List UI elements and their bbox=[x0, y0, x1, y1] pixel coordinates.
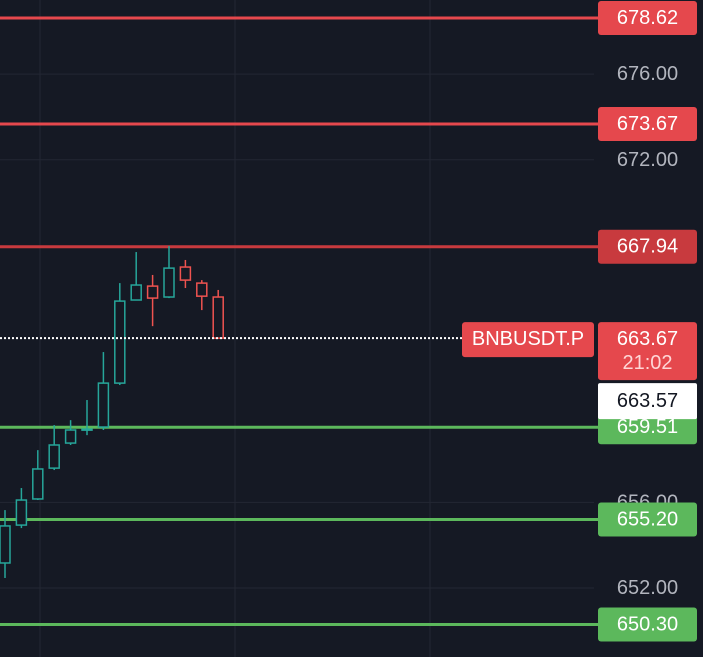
candle-body bbox=[64, 429, 77, 444]
level-label: 659.51 bbox=[617, 416, 678, 438]
candle-body bbox=[114, 300, 126, 384]
candle-body bbox=[81, 428, 93, 431]
level-label-box bbox=[598, 229, 697, 264]
y-tick-label: 676.00 bbox=[617, 63, 678, 85]
candle-body bbox=[130, 284, 142, 301]
candle-body bbox=[163, 267, 175, 298]
level-label: 655.20 bbox=[617, 509, 678, 531]
level-label-box bbox=[598, 106, 697, 141]
last-price-label: 663.67 bbox=[617, 328, 678, 350]
price-marker-box bbox=[598, 383, 697, 420]
level-label: 678.62 bbox=[617, 7, 678, 29]
candle-body bbox=[15, 499, 28, 526]
symbol-label: BNBUSDT.P bbox=[472, 328, 584, 350]
level-label-box bbox=[598, 0, 697, 35]
candle-body bbox=[212, 296, 224, 339]
level-label-box bbox=[598, 502, 697, 537]
candle-body bbox=[179, 266, 192, 281]
level-label-box bbox=[598, 607, 697, 642]
candle-body bbox=[48, 444, 60, 469]
level-label: 673.67 bbox=[617, 113, 678, 135]
y-tick-label: 652.00 bbox=[617, 577, 678, 599]
level-label: 667.94 bbox=[617, 236, 678, 258]
countdown-label: 21:02 bbox=[622, 352, 672, 374]
candle-body bbox=[146, 285, 159, 299]
y-tick-label: 672.00 bbox=[617, 149, 678, 171]
candle-body bbox=[196, 282, 208, 297]
symbol-box bbox=[462, 322, 594, 358]
price-marker-label: 663.57 bbox=[617, 390, 678, 412]
candle-body bbox=[32, 468, 44, 500]
candle-body bbox=[0, 525, 11, 564]
last-price-box bbox=[598, 322, 697, 381]
level-label: 650.30 bbox=[617, 613, 678, 635]
candle-body bbox=[97, 382, 110, 428]
